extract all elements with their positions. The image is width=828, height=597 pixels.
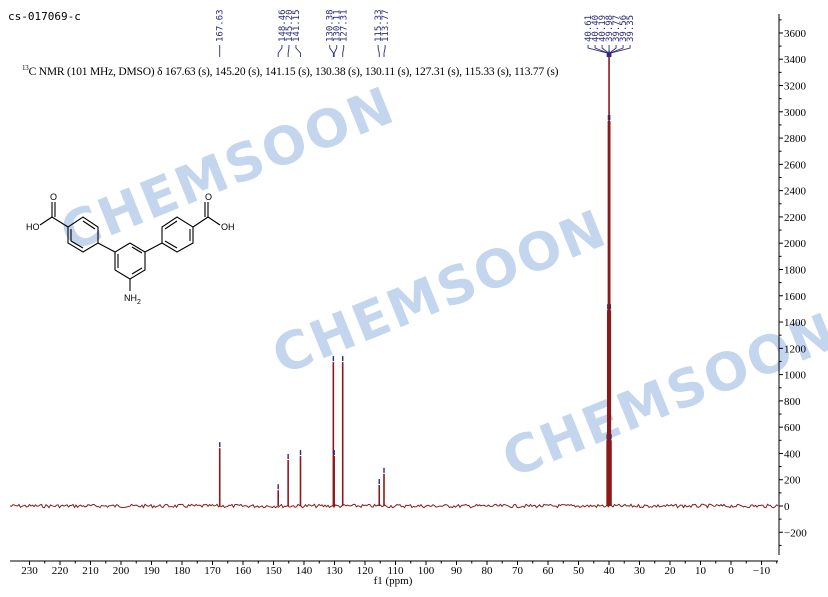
x-axis: 230 220 210 200 190 180 170 160 150 140 130 120 110 1…: [10, 560, 778, 577]
peak-label-connector: [601, 45, 609, 57]
peak-label-connector: [609, 45, 624, 57]
y-tick-label: 2400: [784, 186, 807, 198]
chemical-structure: HO O OH O NH2: [26, 192, 235, 306]
x-tick-label: 80: [482, 565, 494, 577]
y-tick-label: 2200: [784, 212, 807, 224]
peak-label: 145.20: [285, 9, 295, 42]
y-axis: −200 0 200 400 600 800 1000 1200 1400 1600 1800 200…: [778, 14, 807, 555]
x-tick-label: −10: [753, 565, 771, 577]
peak-label: 115.33: [374, 9, 384, 42]
y-tick-label: 1400: [784, 317, 807, 329]
x-tick-label: 210: [82, 565, 99, 577]
x-tick-label: 160: [235, 565, 252, 577]
peak-label: 39.56: [619, 15, 629, 42]
x-tick-label: 30: [634, 565, 646, 577]
nmr-description: 13C NMR (101 MHz, DMSO) δ 167.63 (s), 14…: [22, 64, 558, 78]
x-tick-label: 10: [695, 565, 707, 577]
y-tick-label: 1600: [784, 291, 807, 303]
oxygen-right-label: O: [205, 192, 212, 202]
y-tick-label: −200: [784, 527, 807, 539]
peak-label-connector: [277, 45, 283, 57]
x-tick-label: 230: [21, 565, 38, 577]
y-tick-label: 3400: [784, 54, 807, 66]
peaks: [218, 50, 612, 506]
peak-label-connector: [587, 45, 608, 57]
peak-label-connector: [333, 45, 338, 57]
x-tick-label: 220: [52, 565, 69, 577]
y-tick-label: 1800: [784, 264, 807, 276]
x-tick-label: 130: [326, 565, 343, 577]
peak-label-connector: [610, 45, 631, 57]
peak-label-connector: [383, 45, 386, 57]
x-tick-label: 190: [143, 565, 160, 577]
peak-label: 130.38: [326, 9, 336, 42]
amine-label: NH2: [124, 293, 141, 306]
y-tick-label: 0: [784, 501, 790, 513]
x-tick-label: 140: [296, 565, 313, 577]
sample-id: cs-017069-c: [8, 10, 81, 23]
peak-label-connector: [594, 45, 609, 57]
y-tick-label: 3200: [784, 81, 807, 93]
y-tick-label: 2000: [784, 238, 807, 250]
y-tick-label: 3600: [784, 28, 807, 40]
hydroxyl-right-label: OH: [221, 222, 235, 232]
x-tick-label: 0: [728, 565, 734, 577]
peak-label-connector: [609, 45, 617, 57]
x-tick-label: 90: [451, 565, 463, 577]
y-tick-label: 3000: [784, 107, 807, 119]
x-tick-label: 170: [204, 565, 221, 577]
peak-label-connector: [295, 45, 301, 57]
baseline-noise: [9, 503, 779, 509]
peak-label: 127.31: [340, 9, 350, 42]
watermark-1: CHEMSOON: [52, 76, 403, 264]
y-tick-label: 600: [784, 422, 801, 434]
y-tick-label: 800: [784, 396, 801, 408]
peak-label: 40.61: [584, 15, 594, 42]
watermarks: CHEMSOON CHEMSOON CHEMSOON: [52, 76, 828, 490]
y-tick-label: 400: [784, 448, 801, 460]
peak-label-connector: [287, 45, 290, 57]
x-tick-label: 20: [665, 565, 677, 577]
peak-label: 40.40: [591, 15, 601, 42]
x-tick-label: 120: [357, 565, 374, 577]
peak-label: 39.35: [626, 15, 636, 42]
peak-label: 40.19: [598, 15, 608, 42]
oxygen-left-label: O: [50, 192, 57, 202]
peak-label-connector: [342, 45, 345, 57]
hydroxyl-left-label: HO: [26, 222, 40, 232]
peak-label: 130.11: [333, 9, 343, 42]
x-tick-label: 40: [604, 565, 616, 577]
peak-label: 148.46: [278, 9, 288, 42]
amine-subscript: 2: [137, 299, 141, 306]
x-tick-label: 70: [512, 565, 524, 577]
watermark-3: CHEMSOON: [494, 302, 828, 490]
peak-label-connector: [377, 45, 380, 57]
peak-label: 39.77: [612, 15, 622, 42]
x-tick-label: 50: [573, 565, 585, 577]
y-tick-label: 2800: [784, 133, 807, 145]
watermark-2: CHEMSOON: [264, 199, 615, 387]
nucleus-mass: 13: [22, 64, 29, 72]
peak-label: 113.77: [381, 9, 391, 42]
amine-text: NH: [124, 293, 137, 303]
x-tick-label: 100: [418, 565, 435, 577]
x-tick-label: 200: [113, 565, 130, 577]
peak-label: 167.63: [216, 9, 226, 42]
peak-label-connector: [329, 45, 334, 57]
x-tick-label: 180: [174, 565, 191, 577]
description-text: C NMR (101 MHz, DMSO) δ 167.63 (s), 145.…: [28, 65, 559, 78]
peak-label: 141.15: [292, 9, 302, 42]
y-tick-label: 200: [784, 475, 801, 487]
x-axis-label: f1 (ppm): [374, 575, 413, 587]
y-tick-label: 1000: [784, 370, 807, 382]
baseline-trace: [9, 503, 779, 509]
x-tick-label: 60: [543, 565, 555, 577]
y-tick-label: 2600: [784, 159, 807, 171]
x-tick-label: 150: [265, 565, 282, 577]
y-tick-label: 1200: [784, 343, 807, 355]
peak-label: 39.98: [605, 15, 615, 42]
x-tick-label: 110: [387, 565, 404, 577]
